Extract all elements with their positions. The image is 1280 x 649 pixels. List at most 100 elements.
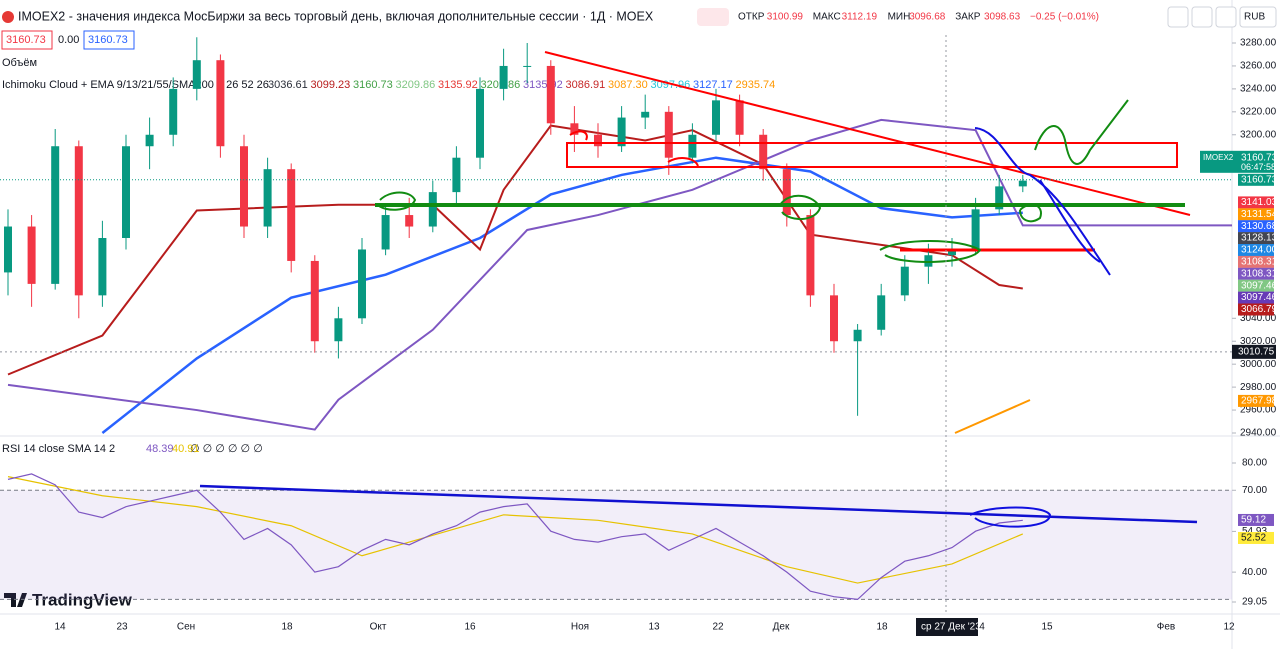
drawing (954, 399, 1031, 434)
candle-body (688, 134, 697, 158)
ohlc-label: МИН (888, 12, 911, 23)
candle-body (51, 146, 60, 284)
symbol-badge-label: IMOEX2 (1203, 153, 1234, 162)
bid: 3160.73 (6, 34, 46, 46)
indicator-value: 3036.61 (268, 79, 308, 91)
candle-body (853, 329, 862, 342)
price-badge-label: 3108.31 (1241, 268, 1278, 279)
candle-body (405, 215, 414, 227)
logo-icon (4, 593, 27, 607)
crosshair-time-badge (916, 618, 978, 636)
indicator-value: 3127.17 (693, 79, 733, 91)
time-label: 13 (648, 622, 660, 633)
indicator-line (101, 156, 1023, 434)
drawing (879, 240, 982, 263)
settings-button[interactable] (1215, 6, 1237, 28)
rsi-tick-label: 40.00 (1242, 567, 1267, 578)
candle-body (192, 60, 201, 89)
crosshair-badge (1232, 344, 1276, 359)
rsi-value: 48.39 (146, 443, 174, 455)
price-tick-label: 3200.00 (1240, 129, 1277, 140)
down-button[interactable] (1167, 6, 1189, 28)
time-label: 23 (116, 622, 128, 633)
price-tick-label: 3040.00 (1240, 313, 1277, 324)
price-badge-label: 3108.31 (1241, 257, 1278, 268)
price-tick-label: 2960.00 (1240, 405, 1277, 416)
time-label: 15 (1041, 622, 1053, 633)
drawing (199, 484, 1198, 524)
candle-body (664, 111, 673, 158)
time-label: 4 (979, 622, 985, 633)
candle-body (310, 260, 319, 342)
indicator-value: 3099.23 (311, 79, 351, 91)
price-badge-label: 2967.98 (1241, 396, 1278, 407)
bid-box[interactable] (1, 30, 53, 50)
drawing (1034, 99, 1129, 165)
price-badge-label: 59.12 (1241, 515, 1266, 526)
drawing (1039, 179, 1101, 263)
rsi-band (0, 490, 1232, 600)
indicator-value: 2935.74 (736, 79, 776, 91)
ohlc-value: 3096.68 (909, 12, 946, 23)
indicator-line (7, 118, 1232, 431)
candle-body (641, 111, 650, 118)
price-badge (1238, 279, 1274, 292)
rsi-tick-label: 29.05 (1242, 597, 1267, 608)
drawing (544, 51, 1191, 216)
price-badge (1238, 232, 1274, 245)
crosshair-label: 3010.75 (1238, 346, 1275, 357)
ask-box[interactable] (83, 30, 135, 50)
drawing (566, 142, 1178, 168)
candle-body (98, 238, 107, 296)
time-label: 14 (54, 622, 66, 633)
price-badge (1238, 394, 1274, 407)
currency-button[interactable] (1239, 6, 1277, 28)
candle-body (759, 134, 768, 170)
indicator-label: Ichimoku Cloud + EMA 9/13/21/55/SMA200 9… (2, 79, 269, 91)
drawing (667, 157, 699, 167)
rsi-line (7, 473, 1023, 601)
price-badge (1238, 255, 1274, 268)
rsi-pane (7, 473, 1024, 601)
candle-body (948, 249, 956, 256)
drawing (969, 506, 1052, 528)
candle-body (570, 123, 579, 135)
price-tick-label: 2980.00 (1240, 382, 1277, 393)
price-badge-label: 52.52 (1241, 533, 1266, 544)
time-label: 18 (281, 622, 293, 633)
price-badge (1238, 208, 1274, 221)
indicator-value: 3087.30 (608, 79, 648, 91)
rsi-tick-label: 70.00 (1242, 485, 1267, 496)
rsi-sma-line (7, 476, 1024, 584)
indicator-value: 3135.92 (523, 79, 563, 91)
status-chip[interactable] (697, 8, 729, 26)
price-badge-label: 3141.03 (1241, 197, 1278, 208)
candle-body (1018, 180, 1027, 187)
ohlc-label: МАКС (813, 12, 841, 23)
ohlc-value: 3098.63 (984, 12, 1021, 23)
candle-body (358, 249, 366, 319)
candle-body (476, 88, 484, 158)
candle-body (523, 65, 532, 67)
ask: 3160.73 (88, 34, 128, 46)
price-pane (4, 37, 1232, 434)
candle-body (995, 186, 1004, 210)
symbol-title: IMOEX2 - значения индекса МосБиржи за ве… (18, 9, 654, 23)
tradingview-logo: TradingView (4, 590, 133, 609)
price-tick-label: 3220.00 (1240, 106, 1277, 117)
crosshair-time: ср 27 Дек '23 (921, 622, 981, 633)
candle-body (240, 146, 248, 227)
price-badge (1238, 196, 1274, 209)
candle-body (27, 226, 36, 284)
price-badge-label: 3124.00 (1241, 245, 1278, 256)
candle-body (4, 226, 12, 273)
drawing (779, 194, 822, 220)
candle-body (546, 65, 555, 124)
candle-body (145, 134, 154, 147)
price-tick-label: 3020.00 (1240, 336, 1277, 347)
fullscreen-button[interactable] (1191, 6, 1213, 28)
candle-body (287, 169, 296, 261)
ohlc-label: ЗАКР (955, 12, 981, 23)
